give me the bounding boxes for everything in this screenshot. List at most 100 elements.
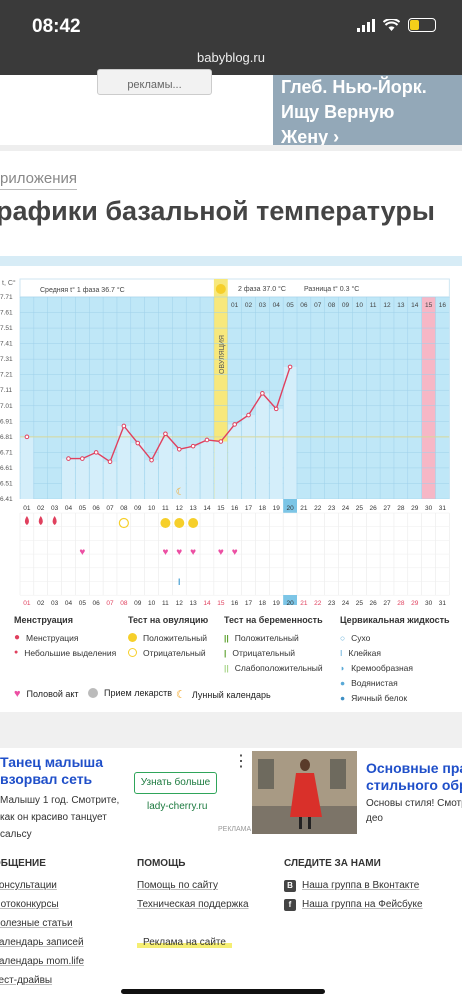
legend-label: Слабоположительный <box>234 662 323 673</box>
legend-heading: Менструация <box>14 615 73 625</box>
day-label: 05 <box>79 505 87 512</box>
footer-link[interactable]: Консультации <box>0 880 57 891</box>
day-label: 18 <box>259 505 267 512</box>
legend-menstruation: Менструация ● Менструация ● Небольшие выде… <box>14 615 116 660</box>
date-label: 28 <box>397 600 405 605</box>
temp-bar <box>283 366 297 499</box>
ovulation-test-positive-icon <box>174 518 185 528</box>
y-tick-label: 6.71 <box>0 449 13 456</box>
footer-link[interactable]: Календарь mom.life <box>0 956 85 967</box>
ads-button[interactable]: рекламы... <box>97 69 212 95</box>
learn-more-button[interactable]: Узнать больше <box>134 772 217 794</box>
date-label: 03 <box>51 600 59 605</box>
day-label: 31 <box>439 505 447 512</box>
date-label: 27 <box>383 600 391 605</box>
promo-line: Жену › <box>281 127 340 145</box>
promo-banner[interactable]: Глеб. Нью-Йорк. Ищу Верную Жену › <box>273 75 462 145</box>
cycle-day-label: 04 <box>273 302 281 309</box>
date-label: 25 <box>356 600 364 605</box>
temp-bar <box>186 446 200 499</box>
ad-text-line: Малышу 1 год. Смотрите, <box>0 795 120 806</box>
legend-item: Прием лекарств <box>88 688 172 698</box>
temp-point <box>163 431 168 437</box>
day-label: 15 <box>217 505 225 512</box>
date-label: 08 <box>120 600 128 605</box>
address-bar[interactable]: babyblog.ru <box>197 50 265 65</box>
date-label: 02 <box>37 600 45 605</box>
sticky-icon: I <box>340 647 343 658</box>
legend-item: ● Водянистая <box>340 675 450 690</box>
temp-point <box>176 446 182 452</box>
footer-heading: СЛЕДИТЕ ЗА НАМИ <box>284 858 381 869</box>
footer-link[interactable]: Фотоконкурсы <box>0 899 59 910</box>
date-label: 16 <box>231 600 239 605</box>
legend-heading: Тест на беременность <box>224 615 323 625</box>
breadcrumb[interactable]: риложения <box>0 170 77 190</box>
footer-link[interactable]: Помощь по сайту <box>137 880 218 891</box>
legend-label: Положительный <box>234 632 299 643</box>
drop-icon: ● <box>14 632 21 643</box>
legend-item: || Положительный <box>224 630 323 645</box>
day-label: 21 <box>300 505 308 512</box>
footer-heading: ПОМОЩЬ <box>137 858 186 869</box>
footer-link-vk[interactable]: В Наша группа в Вконтакте <box>284 876 423 895</box>
temp-bar <box>20 436 34 499</box>
legend-label: Отрицательный <box>143 647 206 658</box>
ad-text-line: сальсу <box>0 829 32 840</box>
more-options-icon[interactable]: ⋮ <box>233 753 249 770</box>
y-tick-label: 6.51 <box>0 480 13 487</box>
footer-link[interactable]: Полезные статьи <box>0 918 73 929</box>
heart-icon: ♥ <box>190 547 196 558</box>
phase2-label: 2 фаза 37.0 °С <box>238 285 286 293</box>
ad-site[interactable]: lady-cherry.ru <box>147 801 208 812</box>
day-label: 03 <box>51 505 59 512</box>
pill-icon <box>88 688 98 698</box>
home-indicator[interactable] <box>121 989 325 994</box>
ad-title[interactable]: Танец малыша взорвал сеть <box>0 754 103 788</box>
cycle-day-label: 07 <box>314 302 322 309</box>
ad-title[interactable]: Основные прав стильного обра <box>366 760 462 794</box>
ovulation-label: ОВУЛЯЦИЯ <box>219 335 226 374</box>
footer-col-community: ОБЩЕНИЕ Консультации Фотоконкурсы Полезн… <box>0 858 84 990</box>
date-label: 04 <box>65 600 73 605</box>
legend-pregnancy-test: Тест на беременность || Положительный | От… <box>224 615 323 675</box>
footer-link-highlighted[interactable]: Реклама на сайте <box>137 933 249 952</box>
legend-item: | Отрицательный <box>224 645 323 660</box>
battery-icon <box>408 18 436 32</box>
temp-bar <box>145 460 158 499</box>
cycle-day-label: 10 <box>356 302 364 309</box>
legend-label: Небольшие выделения <box>24 647 117 658</box>
y-tick-label: 7.51 <box>0 325 13 332</box>
legend-label: Прием лекарств <box>104 688 173 698</box>
temp-bar <box>172 449 186 499</box>
date-label: 23 <box>328 600 336 605</box>
diff-label: Разница t° 0.3 °С <box>304 285 359 293</box>
day-label: 04 <box>65 505 73 512</box>
date-label: 09 <box>134 600 142 605</box>
y-tick-label: 7.31 <box>0 356 13 363</box>
ad-image[interactable] <box>252 751 357 834</box>
day-label: 24 <box>342 505 350 512</box>
single-line-icon: | <box>224 647 227 658</box>
heart-icon: ♥ <box>14 688 21 700</box>
footer-link[interactable]: Техническая поддержка <box>137 899 249 910</box>
date-label: 26 <box>370 600 378 605</box>
date-label: 10 <box>148 600 156 605</box>
divider <box>0 712 462 748</box>
legend-item: I Клейкая <box>340 645 450 660</box>
date-label: 31 <box>439 600 447 605</box>
y-unit-label: t, С° <box>2 279 16 287</box>
legend-label: Кремообразная <box>351 662 413 673</box>
date-label: 07 <box>106 600 114 605</box>
footer-link[interactable]: Тест-драйвы <box>0 975 53 986</box>
footer-link-facebook[interactable]: f Наша группа на Фейсбуке <box>284 895 423 914</box>
cycle-day-label: 14 <box>411 302 419 309</box>
temp-point <box>93 450 99 455</box>
footer-link[interactable]: Календарь записей <box>0 937 84 948</box>
day-label: 26 <box>370 505 378 512</box>
small-drop-icon: ● <box>14 649 19 656</box>
cycle-day-label: 06 <box>300 302 308 309</box>
date-label: 24 <box>342 600 350 605</box>
ad-block-1[interactable]: Танец малыша взорвал сеть Малышу 1 год. … <box>0 748 251 840</box>
legend-label: Водянистая <box>351 677 398 688</box>
